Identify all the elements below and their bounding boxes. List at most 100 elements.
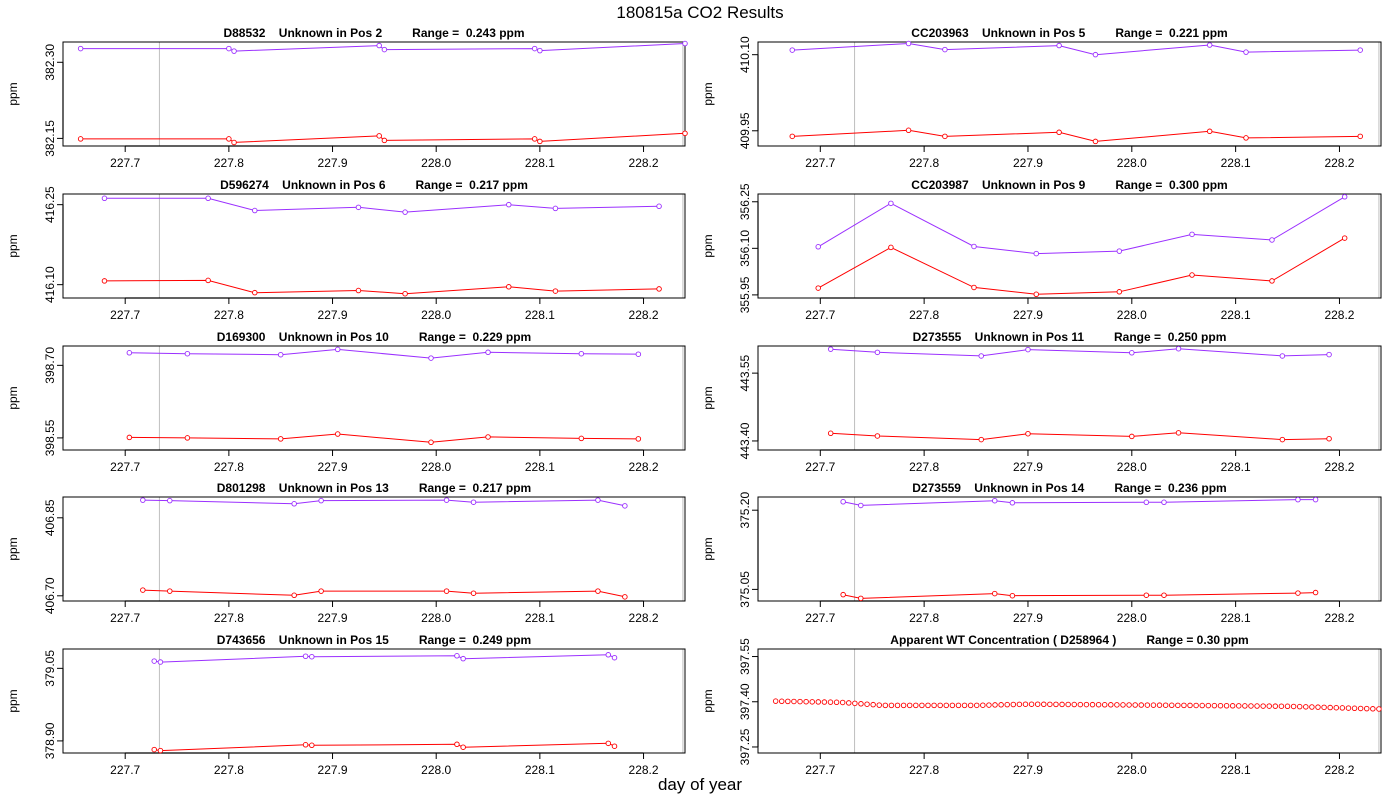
wt-data-point: [992, 702, 998, 708]
panel-CC203963: CC203963 Unknown in Pos 5 Range = 0.221 …: [701, 26, 1382, 170]
wt-data-point: [1303, 704, 1309, 710]
x-tick-label: 228.1: [525, 763, 555, 777]
wt-data-point: [1309, 704, 1315, 710]
y-tick-label: 398.70: [43, 347, 57, 384]
wt-data-point: [894, 702, 901, 709]
data-point-lower: [1279, 436, 1286, 443]
y-axis-label: ppm: [6, 689, 20, 712]
data-point-upper: [1129, 350, 1135, 356]
data-point-lower: [840, 591, 846, 598]
data-point-lower: [506, 284, 512, 290]
panel-D596274: D596274 Unknown in Pos 6 Range = 0.217 p…: [6, 178, 686, 322]
data-point-upper: [1056, 42, 1062, 49]
data-point-upper: [991, 497, 998, 504]
data-point-lower: [1341, 235, 1348, 241]
data-point-lower: [1009, 592, 1016, 599]
data-point-lower: [140, 587, 146, 593]
data-point-lower: [635, 436, 642, 442]
data-point-upper: [277, 351, 284, 358]
wt-data-point: [961, 702, 968, 709]
data-point-upper: [454, 653, 460, 659]
y-tick-label: 375.20: [738, 492, 752, 529]
wt-data-point: [1217, 702, 1224, 709]
wt-data-point: [1363, 705, 1370, 712]
data-point-upper: [635, 351, 642, 357]
data-point-upper: [184, 350, 191, 357]
x-tick-label: 227.8: [909, 460, 939, 474]
wt-data-point: [1138, 702, 1145, 708]
data-point-upper: [1009, 500, 1016, 506]
wt-data-point: [900, 702, 907, 709]
wt-data-point: [1095, 701, 1102, 708]
x-tick-label: 227.9: [1013, 763, 1043, 777]
wt-data-point: [1266, 703, 1272, 709]
series-line-lower: [154, 742, 615, 752]
x-tick-label: 227.7: [110, 156, 140, 170]
x-tick-label: 228.0: [1117, 611, 1147, 625]
x-tick-label: 228.2: [1324, 460, 1354, 474]
data-point-lower: [1312, 589, 1319, 596]
y-axis-label: ppm: [701, 82, 715, 105]
wt-data-point: [1101, 702, 1108, 708]
data-point-lower: [1357, 133, 1363, 140]
x-tick-label: 227.8: [214, 156, 244, 170]
data-point-lower: [470, 590, 477, 596]
x-tick-label: 227.7: [805, 460, 835, 474]
data-point-upper: [595, 497, 601, 503]
data-point-upper: [157, 659, 164, 665]
wt-data-point: [1089, 701, 1096, 708]
data-point-upper: [1116, 248, 1123, 254]
wt-data-point: [1187, 702, 1193, 709]
wt-data-point: [1193, 702, 1199, 709]
wt-data-point: [1290, 703, 1297, 710]
x-tick-label: 228.1: [525, 611, 555, 625]
wt-data-point: [1168, 702, 1175, 709]
data-point-lower: [454, 741, 460, 748]
wt-data-point: [967, 702, 974, 709]
data-point-lower: [252, 289, 258, 296]
series-line-lower: [842, 592, 1316, 599]
wt-data-point: [1357, 705, 1364, 712]
wt-data-point: [821, 699, 828, 705]
wt-data-point: [1211, 702, 1218, 709]
data-point-upper: [334, 346, 341, 353]
wt-data-point: [1059, 701, 1065, 708]
data-point-upper: [905, 40, 912, 47]
x-tick-label: 228.2: [1324, 156, 1354, 170]
panel-D169300: D169300 Unknown in Pos 10 Range = 0.229 …: [6, 330, 686, 474]
wt-data-point: [858, 701, 864, 707]
panel-title: D273555 Unknown in Pos 11 Range = 0.250 …: [913, 330, 1227, 344]
data-point-lower: [611, 743, 618, 749]
data-point-lower: [1206, 128, 1213, 135]
panel-title: CC203987 Unknown in Pos 9 Range = 0.300 …: [911, 178, 1227, 192]
wt-data-point: [1181, 702, 1187, 709]
wt-data-point: [1205, 702, 1212, 709]
wt-data-point: [1260, 703, 1266, 709]
data-point-upper: [1243, 49, 1249, 55]
data-point-upper: [1279, 353, 1286, 359]
wt-data-point: [815, 699, 822, 705]
x-tick-label: 228.1: [1221, 156, 1251, 170]
series-line-upper: [830, 348, 1330, 357]
data-point-lower: [858, 595, 864, 602]
panel-title: Apparent WT Concentration ( D258964 ) Ra…: [890, 633, 1248, 647]
wt-data-point: [1248, 703, 1254, 709]
x-tick-label: 227.8: [909, 308, 939, 322]
y-tick-label: 406.85: [43, 499, 57, 536]
x-tick-label: 228.2: [629, 611, 659, 625]
data-point-upper: [874, 349, 881, 356]
plot-frame: [62, 41, 686, 147]
series-line-lower: [817, 237, 1345, 295]
data-point-lower: [205, 277, 211, 284]
x-tick-label: 228.2: [629, 763, 659, 777]
data-point-lower: [1056, 129, 1062, 136]
data-point-upper: [971, 243, 977, 250]
panel-D801298: D801298 Unknown in Pos 13 Range = 0.217 …: [6, 481, 686, 625]
y-tick-label: 397.25: [738, 728, 752, 765]
data-point-lower: [622, 594, 628, 600]
data-point-lower: [381, 137, 388, 144]
wt-data-point: [919, 702, 925, 709]
data-point-upper: [101, 195, 108, 202]
x-tick-label: 228.1: [525, 308, 555, 322]
x-tick-label: 227.9: [1013, 611, 1043, 625]
